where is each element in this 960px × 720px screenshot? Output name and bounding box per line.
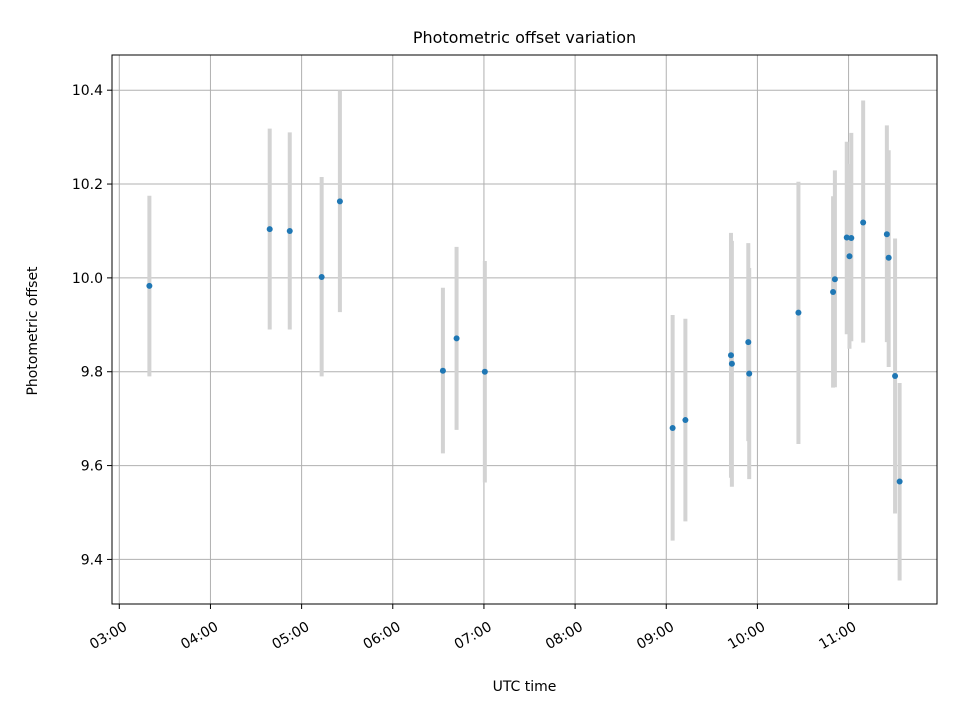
data-point	[453, 335, 460, 342]
data-points	[146, 198, 903, 485]
data-point	[892, 372, 899, 379]
data-point	[146, 282, 153, 289]
data-point	[848, 235, 855, 241]
data-point	[682, 417, 689, 424]
data-point	[286, 227, 293, 234]
data-point	[843, 234, 850, 241]
plot-frame	[111, 54, 938, 605]
data-point	[896, 478, 903, 485]
data-point	[860, 219, 867, 226]
y-tick-label: 10.2	[72, 177, 103, 193]
data-point	[830, 288, 837, 295]
y-axis-label: Photometric offset	[25, 266, 41, 396]
data-point	[336, 198, 343, 205]
data-point	[831, 276, 838, 283]
chart-title: Photometric offset variation	[413, 28, 636, 47]
data-point	[481, 368, 488, 375]
data-point	[439, 367, 446, 374]
data-point	[318, 273, 325, 280]
data-point	[266, 226, 273, 233]
data-point	[883, 231, 890, 238]
data-point	[746, 370, 753, 377]
y-tick-label: 10.4	[72, 83, 103, 99]
x-axis-label: UTC time	[493, 679, 557, 695]
y-tick-label: 9.8	[81, 365, 103, 381]
y-tick-label: 9.6	[81, 459, 103, 475]
data-point	[795, 309, 802, 316]
data-point	[745, 339, 752, 346]
data-point	[669, 425, 676, 432]
y-tick-label: 10.0	[72, 271, 103, 287]
data-point	[727, 352, 734, 359]
y-tick-label: 9.4	[81, 552, 103, 568]
data-point	[846, 253, 853, 260]
data-point	[728, 360, 735, 367]
data-point	[885, 254, 892, 261]
